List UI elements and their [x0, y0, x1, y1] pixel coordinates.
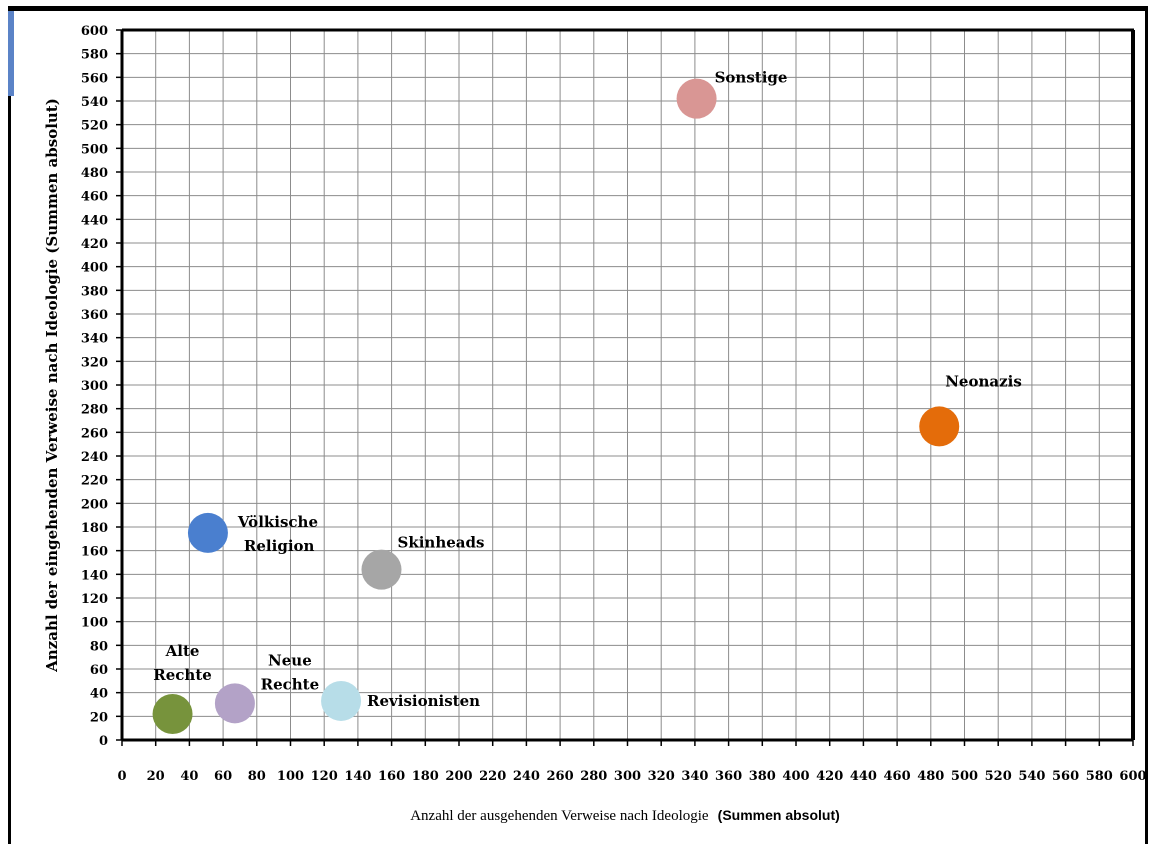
x-tick-label: 500	[951, 769, 978, 784]
x-tick-label: 100	[277, 769, 304, 784]
point-labels: Sonstige Neonazis Völkische Religion Skinhea…	[153, 69, 1021, 710]
x-tick-label: 260	[547, 769, 574, 784]
y-tick-label: 500	[81, 142, 108, 157]
data-point	[361, 549, 402, 590]
x-tick-label: 420	[816, 769, 843, 784]
chart-frame	[8, 6, 1148, 844]
gridlines	[121, 29, 1134, 741]
y-tick-label: 600	[81, 24, 108, 39]
axes	[116, 28, 1135, 746]
y-tick-label: 40	[90, 687, 108, 702]
y-tick-label: 20	[90, 710, 108, 725]
x-tick-label: 280	[580, 769, 607, 784]
x-axis-label-suffix: (Summen absolut)	[718, 807, 840, 823]
y-tick-label: 340	[81, 332, 108, 347]
y-tick-label: 440	[81, 213, 108, 228]
x-tick-label: 580	[1086, 769, 1113, 784]
point-label: Sonstige	[715, 69, 788, 87]
x-tick-label: 480	[917, 769, 944, 784]
x-tick-labels: 0 20 40 60 80 100 120 140 160 180 200 220 240 260 280 3…	[117, 769, 1146, 784]
x-tick-label: 20	[147, 769, 165, 784]
data-points	[152, 78, 960, 734]
y-tick-labels: 0 20 40 60 80 100 120 140 160 180 200 220 240 260 280 3…	[81, 24, 108, 749]
x-axis-label-main: Anzahl der ausgehenden Verweise nach Ide…	[410, 808, 709, 824]
y-tick-label: 100	[81, 616, 108, 631]
data-point	[214, 683, 255, 724]
y-tick-label: 560	[81, 71, 108, 86]
y-tick-label: 240	[81, 450, 108, 465]
x-tick-label: 380	[749, 769, 776, 784]
x-tick-label: 560	[1052, 769, 1079, 784]
y-tick-label: 0	[99, 734, 108, 749]
x-tick-label: 520	[985, 769, 1012, 784]
y-tick-label: 160	[81, 545, 108, 560]
y-tick-label: 520	[81, 119, 108, 134]
data-point	[676, 78, 717, 119]
x-tick-label: 440	[850, 769, 877, 784]
x-tick-label: 0	[117, 769, 126, 784]
y-tick-label: 540	[81, 95, 108, 110]
x-tick-label: 40	[180, 769, 198, 784]
y-tick-label: 380	[81, 284, 108, 299]
point-label: Völkische Religion	[237, 513, 318, 555]
x-tick-label: 60	[214, 769, 232, 784]
y-tick-label: 120	[81, 592, 108, 607]
data-point	[919, 406, 960, 447]
point-label: Alte Rechte	[153, 642, 212, 684]
y-tick-label: 420	[81, 237, 108, 252]
y-tick-label: 480	[81, 166, 108, 181]
x-tick-label: 320	[648, 769, 675, 784]
x-tick-label: 460	[884, 769, 911, 784]
data-point	[321, 680, 362, 721]
y-tick-label: 60	[90, 663, 108, 678]
x-axis-label: Anzahl der ausgehenden Verweise nach Ide…	[410, 805, 840, 824]
y-tick-label: 320	[81, 355, 108, 370]
x-tick-label: 540	[1018, 769, 1045, 784]
x-tick-label: 240	[513, 769, 540, 784]
window-edge-accent	[8, 11, 14, 96]
point-label: Neonazis	[945, 372, 1022, 390]
y-tick-label: 580	[81, 48, 108, 63]
x-tick-label: 80	[248, 769, 266, 784]
x-tick-label: 200	[445, 769, 472, 784]
y-tick-label: 220	[81, 474, 108, 489]
x-tick-label: 140	[344, 769, 371, 784]
y-axis-label: Anzahl der eingehenden Verweise nach Ide…	[43, 98, 61, 673]
x-tick-label: 600	[1119, 769, 1146, 784]
y-tick-label: 200	[81, 497, 108, 512]
x-tick-label: 340	[681, 769, 708, 784]
x-tick-label: 300	[614, 769, 641, 784]
point-label: Skinheads	[397, 534, 484, 552]
y-tick-label: 260	[81, 426, 108, 441]
y-tick-label: 280	[81, 403, 108, 418]
data-point	[152, 693, 193, 734]
y-tick-label: 360	[81, 308, 108, 323]
x-tick-label: 360	[715, 769, 742, 784]
y-tick-label: 80	[90, 639, 108, 654]
y-tick-label: 460	[81, 190, 108, 205]
x-tick-label: 400	[782, 769, 809, 784]
data-point	[187, 512, 228, 553]
y-tick-label: 400	[81, 261, 108, 276]
y-tick-label: 300	[81, 379, 108, 394]
y-tick-label: 180	[81, 521, 108, 536]
point-label: Neue Rechte	[261, 651, 320, 693]
x-tick-label: 160	[378, 769, 405, 784]
x-tick-label: 120	[311, 769, 338, 784]
point-label: Revisionisten	[367, 692, 480, 710]
x-tick-label: 180	[412, 769, 439, 784]
y-tick-label: 140	[81, 568, 108, 583]
x-tick-label: 220	[479, 769, 506, 784]
